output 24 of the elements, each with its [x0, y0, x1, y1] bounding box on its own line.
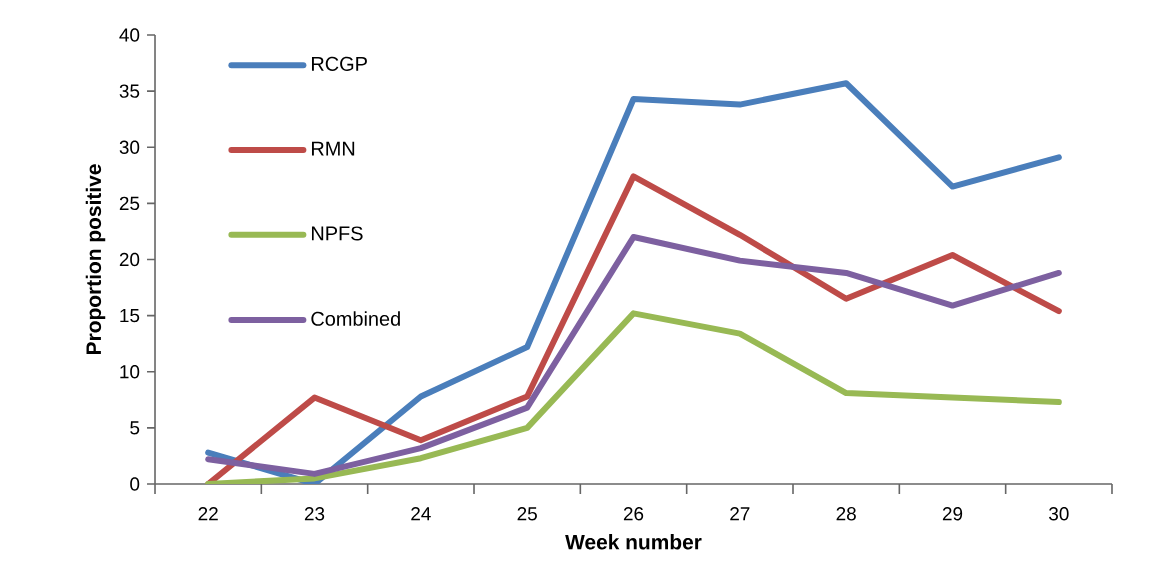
legend-label: RCGP [311, 56, 367, 71]
x-tick-label: 24 [411, 507, 431, 521]
y-tick-label: 40 [119, 28, 140, 42]
x-tick-label: 23 [304, 507, 325, 521]
y-tick-label: 20 [119, 252, 140, 267]
y-tick-label: 15 [120, 309, 140, 323]
x-tick-label: 25 [517, 507, 537, 521]
x-tick-label: 22 [198, 507, 218, 521]
y-tick-label: 30 [119, 140, 140, 154]
y-tick-label: 25 [119, 196, 140, 211]
legend-label: Combined [311, 311, 400, 326]
y-tick-label: 5 [130, 421, 140, 435]
y-axis-title: Proportion positive [85, 164, 106, 354]
x-tick-label: 29 [942, 507, 963, 521]
x-tick-label: 30 [1049, 507, 1069, 521]
x-axis-title: Week number [565, 534, 702, 550]
legend-label: RMN [311, 141, 355, 156]
y-tick-label: 0 [130, 477, 140, 491]
x-tick-label: 27 [730, 507, 750, 521]
legend-label: NPFS [311, 226, 363, 241]
y-tick-label: 35 [119, 84, 140, 98]
x-tick-label: 28 [836, 507, 856, 521]
x-tick-label: 26 [623, 507, 644, 521]
y-tick-label: 10 [120, 365, 140, 379]
